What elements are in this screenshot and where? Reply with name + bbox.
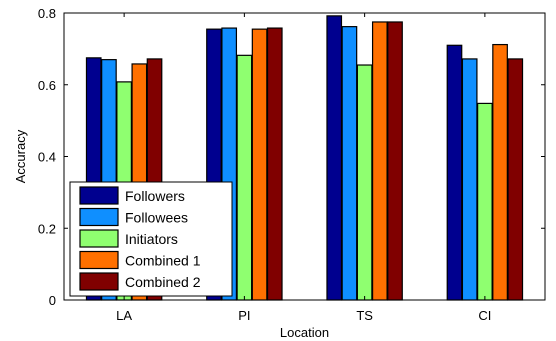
legend-label: Followees: [125, 210, 188, 226]
y-tick-label: 0.4: [38, 150, 56, 165]
legend-label: Combined 2: [125, 274, 201, 290]
bar-pi-5: [266, 27, 283, 301]
legend-label: Followers: [125, 188, 185, 204]
legend-swatch: [79, 250, 119, 270]
bar-ci-4: [492, 43, 508, 301]
bar-ts-5: [387, 21, 403, 301]
x-tick-label: PI: [238, 308, 250, 323]
y-tick-label: 0.2: [38, 221, 56, 236]
bar-ts-1: [326, 15, 343, 301]
legend-swatch: [79, 207, 119, 227]
bar-ci-1: [446, 44, 463, 301]
y-tick-label: 0: [49, 293, 56, 308]
bar-pi-3: [236, 54, 253, 301]
x-axis-label: Location: [280, 325, 329, 340]
bar-ci-5: [507, 58, 524, 301]
y-tick-label: 0.8: [38, 6, 56, 21]
legend: Followers Followees Initiators Combined 1 Co…: [69, 181, 233, 297]
legend-swatch: [79, 186, 119, 205]
x-tick-label: TS: [356, 308, 373, 323]
axis-ticks: LA PI TS CI 0 0.2 0.4 0.6 0.8: [38, 6, 545, 323]
legend-label: Combined 1: [125, 253, 201, 269]
bar-ts-3: [356, 64, 373, 301]
bar-pi-4: [251, 28, 268, 301]
legend-swatch: [79, 272, 119, 291]
bar-ts-4: [371, 21, 388, 301]
legend-label: Initiators: [125, 231, 178, 247]
x-tick-label: CI: [478, 308, 491, 323]
y-axis-label: Accuracy: [13, 129, 28, 183]
bar-ci-2: [461, 58, 478, 301]
y-tick-label: 0.6: [38, 78, 56, 93]
bar-ts-2: [341, 26, 358, 301]
legend-swatch: [79, 229, 119, 248]
x-tick-label: LA: [116, 308, 132, 323]
bar-ci-3: [477, 102, 493, 301]
